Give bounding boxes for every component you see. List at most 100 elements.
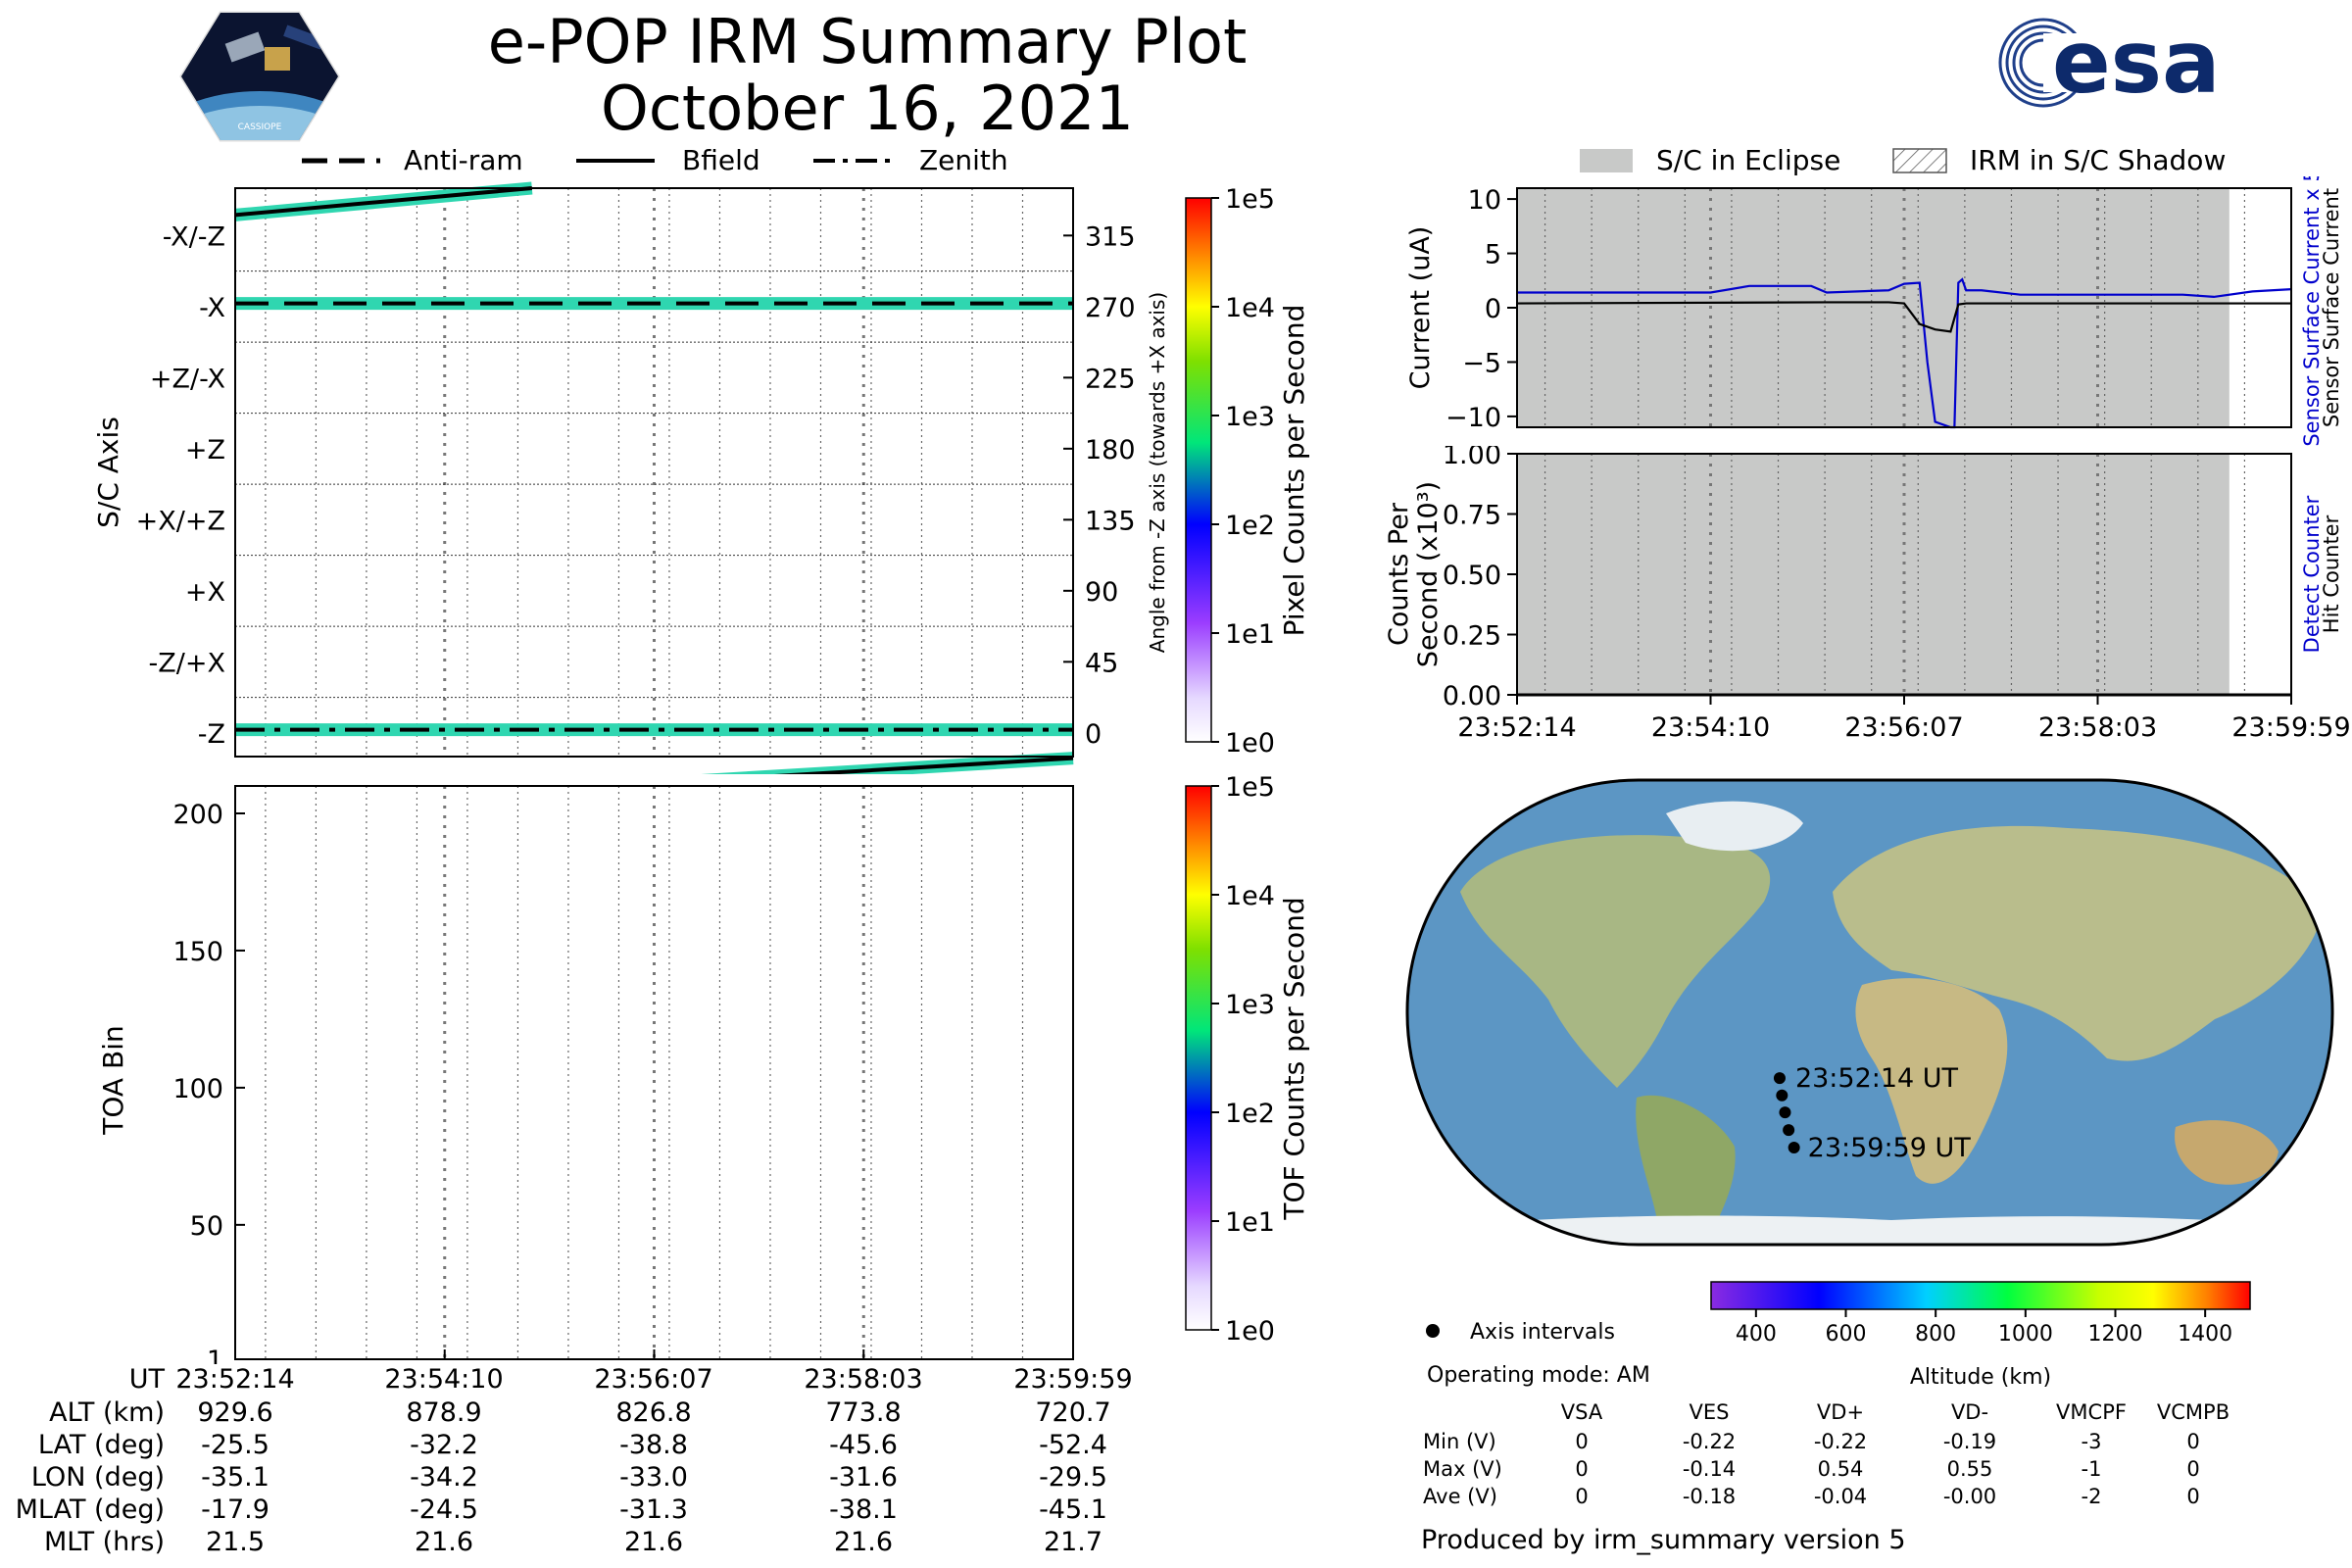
ephem-value: -38.1 (829, 1494, 898, 1525)
cassiope-logo-text: CASSIOPE (238, 122, 282, 132)
legend-shadow: IRM in S/C Shadow (1970, 144, 2226, 176)
voltage-value: -0.22 (1814, 1430, 1867, 1453)
toa-plot-frame (234, 785, 1074, 1360)
angle-tick-label: 180 (1085, 435, 1136, 466)
voltage-value: 0.54 (1818, 1457, 1864, 1481)
time-tick-label: 23:59:59 (2231, 712, 2350, 743)
voltage-value: -0.18 (1683, 1485, 1736, 1508)
greenland (1666, 801, 1803, 852)
voltage-header: VCMPB (2157, 1400, 2230, 1424)
ephem-value: -24.5 (410, 1494, 478, 1525)
angle-tick-label: 225 (1085, 364, 1136, 394)
altitude-colorbar-label: Altitude (km) (1910, 1365, 2051, 1390)
current-plot-frame (1516, 187, 2292, 428)
voltage-value: -0.19 (1943, 1430, 1996, 1453)
angle-tick-label: 0 (1085, 719, 1102, 750)
current-right-label-2: Sensor Surface Current (2320, 188, 2343, 427)
ephem-label: MLT (hrs) (44, 1527, 165, 1557)
ephem-value: -17.9 (201, 1494, 270, 1525)
sc-axis-chart: -X/-Z 315 -X 270 +Z/-X 225 +Z 180 +X/+Z 135 +X 90 -Z… (92, 181, 1169, 774)
colorbar-tick-label: 1e4 (1225, 881, 1275, 911)
toa-tick-label: 150 (172, 937, 223, 967)
sc-axis-category: -X (199, 293, 225, 323)
counts-tick-label: 0.00 (1443, 681, 1501, 711)
continent-eurasia (1833, 825, 2323, 1061)
operating-mode: Operating mode: AM (1427, 1363, 1650, 1388)
counts-plot-frame (1516, 453, 2292, 696)
ephem-value: 21.7 (1044, 1527, 1102, 1557)
sc-axis-category: +Z/-X (150, 364, 225, 394)
legend-top-left: Anti-ram Bfield Zenith (302, 144, 1008, 176)
ephem-value: -33.0 (619, 1462, 688, 1493)
time-tick-label: 23:58:03 (2038, 712, 2157, 743)
legend-dot (1426, 1324, 1440, 1338)
voltage-value: -3 (2082, 1430, 2102, 1453)
continent-antarctica (1407, 1215, 2332, 1245)
esa-logo-text: esa (2052, 14, 2220, 112)
sc-axis-category: +X/+Z (136, 506, 225, 536)
current-tick-label: −5 (1462, 348, 1501, 378)
colorbar-tick-label: 1e1 (1225, 619, 1275, 650)
sc-axis-category: +X (185, 577, 225, 608)
ephem-value: 929.6 (197, 1397, 272, 1428)
voltages-table: VSA VES VD+ VD- VMCPF VCMPB Min (V) 0 -0.22 -0.22… (1423, 1400, 2230, 1508)
toa-tick-label: 200 (172, 800, 223, 830)
counts-right-label-1: Detect Counter (2300, 495, 2324, 653)
current-tick-label: 5 (1485, 240, 1501, 270)
colorbar-tick-label: 1e1 (1225, 1207, 1275, 1238)
legend-top-right: S/C in Eclipse IRM in S/C Shadow (1580, 144, 2226, 176)
current-tick-label: −10 (1446, 403, 1501, 433)
ephem-value: -25.5 (201, 1430, 270, 1460)
current-right-label-1: Sensor Surface Current x 5 (2300, 176, 2324, 447)
toa-tick-label: 100 (172, 1074, 223, 1104)
voltage-row-label: Min (V) (1423, 1430, 1496, 1453)
ephem-value: 21.5 (206, 1527, 265, 1557)
legend-axis-intervals: Axis intervals (1470, 1320, 1615, 1345)
ephem-value: -31.3 (619, 1494, 688, 1525)
eclipse-region (1517, 188, 2230, 427)
map-legend-area: Axis intervals Operating mode: AM 400 600… (1426, 1281, 2251, 1390)
page-title: e-POP IRM Summary Plot (487, 6, 1248, 77)
toa-tick-label: 50 (190, 1211, 223, 1242)
voltage-header: VD- (1951, 1400, 1988, 1424)
sc-axis-category: -Z/+X (149, 648, 225, 678)
orbit-map: 23:52:14 UT 23:59:59 UT (1405, 778, 2334, 1247)
counts-tick-label: 1.00 (1443, 446, 1501, 470)
sc-axis-plot-frame (234, 187, 1074, 758)
sc-axis-category: -Z (198, 719, 225, 750)
sc-axis-category: +Z (185, 435, 225, 466)
counts-ylabel-2: Second (x10³) (1413, 481, 1444, 667)
continent-africa (1855, 978, 2008, 1184)
ephem-time: 23:58:03 (804, 1364, 922, 1395)
voltage-value: -1 (2082, 1457, 2102, 1481)
ephem-time: 23:59:59 (1013, 1364, 1132, 1395)
angle-tick-label: 135 (1085, 506, 1136, 536)
voltage-value: 0.55 (1947, 1457, 1993, 1481)
orbit-point (1783, 1124, 1795, 1137)
tof-colorbar-label: TOF Counts per Second (1278, 897, 1310, 1220)
sc-axis-right-label: Angle from -Z axis (towards +X axis) (1146, 292, 1169, 653)
angle-tick-label: 45 (1085, 648, 1118, 678)
ephem-label: MLAT (deg) (16, 1494, 165, 1525)
voltage-value: 0 (1575, 1485, 1588, 1508)
orbit-point (1776, 1089, 1788, 1102)
voltage-value: -0.00 (1943, 1485, 1996, 1508)
counts-tick-label: 0.25 (1443, 621, 1501, 652)
voltage-header: VMCPF (2056, 1400, 2127, 1424)
colorbar-tick-label: 1e5 (1225, 186, 1275, 215)
ephem-value: -32.2 (410, 1430, 478, 1460)
map-frame (1405, 778, 2334, 1247)
esa-logo: esa (1998, 14, 2220, 112)
voltage-value: -0.04 (1814, 1485, 1867, 1508)
series-bfield (234, 186, 532, 218)
altitude-tick-label: 800 (1915, 1322, 1956, 1347)
page-date: October 16, 2021 (601, 73, 1134, 144)
legend-eclipse: S/C in Eclipse (1656, 144, 1840, 176)
voltage-value: -0.22 (1683, 1430, 1736, 1453)
time-tick-label: 23:52:14 (1457, 712, 1576, 743)
colorbar-tick-label: 1e3 (1225, 402, 1275, 432)
ephem-time: 23:56:07 (594, 1364, 712, 1395)
voltage-value: 0 (2186, 1457, 2199, 1481)
counts-ylabel-1: Counts Per (1384, 502, 1414, 646)
current-series-1 (1516, 301, 2291, 333)
